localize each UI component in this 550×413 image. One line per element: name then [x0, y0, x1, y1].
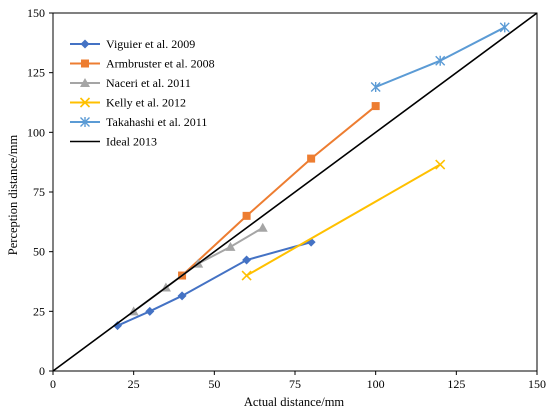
data-point	[225, 241, 236, 251]
data-point	[435, 55, 446, 66]
series-line	[246, 163, 441, 277]
data-point	[371, 102, 380, 111]
legend-swatch-marker	[80, 39, 90, 49]
series-line	[181, 105, 377, 277]
y-tick-label: 50	[33, 245, 45, 259]
x-tick-label: 150	[528, 377, 546, 391]
legend-entry: Kelly et al. 2012	[70, 96, 186, 110]
series-5	[52, 12, 538, 372]
legend-entry: Ideal 2013	[70, 135, 157, 149]
y-tick-label: 0	[39, 364, 45, 378]
data-point	[257, 222, 268, 232]
data-point	[435, 159, 446, 170]
series-line	[133, 226, 264, 313]
data-point	[370, 81, 381, 92]
data-point	[113, 321, 123, 331]
x-axis-title: Actual distance/mm	[244, 395, 345, 409]
series-0	[113, 237, 316, 331]
legend-swatch-marker	[79, 97, 91, 108]
legend-label: Takahashi et al. 2011	[106, 115, 207, 129]
x-tick-label: 125	[447, 377, 465, 391]
y-axis-title: Perception distance/mm	[6, 134, 20, 255]
legend-entry: Viguier et al. 2009	[70, 37, 195, 51]
legend-swatch-marker	[80, 117, 90, 127]
y-tick-label: 75	[33, 185, 45, 199]
legend-entry: Armbruster et al. 2008	[70, 57, 215, 71]
series-2	[128, 222, 268, 316]
series-3	[241, 159, 446, 281]
series-1	[178, 102, 380, 280]
x-tick-label: 0	[50, 377, 56, 391]
legend-label: Viguier et al. 2009	[106, 37, 195, 51]
x-tick-label: 25	[128, 377, 140, 391]
x-tick-label: 100	[367, 377, 385, 391]
data-point	[241, 270, 252, 281]
legend-entry: Naceri et al. 2011	[70, 76, 191, 90]
data-point	[242, 211, 251, 220]
legend-swatch-marker	[80, 78, 90, 87]
legend-label: Naceri et al. 2011	[106, 76, 191, 90]
legend-label: Armbruster et al. 2008	[106, 57, 215, 71]
legend-label: Ideal 2013	[106, 135, 157, 149]
series-layer	[52, 12, 538, 372]
legend-swatch-marker	[81, 59, 89, 68]
y-tick-label: 150	[27, 6, 45, 20]
y-tick-label: 25	[33, 304, 45, 318]
series-line	[52, 12, 538, 372]
data-point	[307, 154, 316, 163]
data-point	[242, 255, 252, 265]
legend-entry: Takahashi et al. 2011	[70, 115, 207, 129]
y-tick-label: 100	[27, 125, 45, 139]
legend: Viguier et al. 2009 Armbruster et al. 200…	[70, 37, 215, 149]
x-tick-label: 50	[208, 377, 220, 391]
axes: 0 25 50 75 100 125 150 0 25 50 75 100 125 150	[27, 6, 546, 391]
series-4	[370, 22, 510, 92]
y-tick-label: 125	[27, 66, 45, 80]
legend-label: Kelly et al. 2012	[106, 96, 186, 110]
x-tick-label: 75	[289, 377, 301, 391]
data-point	[177, 291, 187, 301]
data-point	[499, 22, 510, 33]
data-point	[145, 306, 155, 316]
